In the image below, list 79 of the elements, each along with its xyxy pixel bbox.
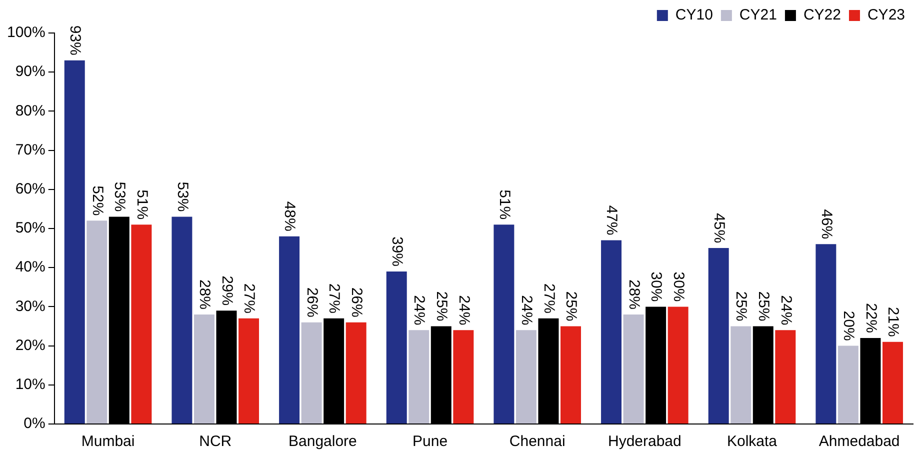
- bar: [668, 306, 688, 424]
- x-tick-label: Chennai: [509, 433, 566, 450]
- bar: [386, 272, 407, 424]
- data-label: 27%: [240, 283, 258, 314]
- y-tick-label: 80%: [15, 102, 46, 120]
- legend-label: CY23: [867, 6, 906, 24]
- x-tick-label: Bangalore: [288, 433, 357, 450]
- data-label: 28%: [625, 280, 642, 310]
- data-label: 51%: [496, 190, 513, 220]
- bar: [279, 236, 300, 424]
- bar: [131, 224, 152, 424]
- data-label: 46%: [818, 209, 835, 240]
- bar: [453, 330, 474, 424]
- bar: [301, 322, 322, 424]
- bar: [816, 244, 836, 424]
- data-label: 48%: [281, 201, 298, 232]
- data-label: 47%: [603, 205, 620, 236]
- x-tick-label: Pune: [412, 433, 448, 450]
- bar: [346, 322, 366, 424]
- data-label: 93%: [66, 25, 84, 56]
- y-tick-label: 60%: [15, 180, 46, 198]
- x-tick-label: Kolkata: [726, 433, 778, 450]
- data-label: 25%: [732, 291, 750, 322]
- bar: [238, 318, 260, 424]
- bar: [708, 248, 729, 424]
- data-label: 24%: [777, 295, 794, 326]
- y-tick-label: 20%: [15, 336, 46, 354]
- bar: [775, 330, 796, 424]
- bar: [494, 224, 514, 424]
- x-tick-label: NCR: [199, 433, 232, 450]
- data-label: 25%: [755, 291, 772, 322]
- data-label: 20%: [840, 310, 858, 341]
- data-label: 28%: [196, 280, 214, 310]
- legend-label: CY21: [739, 6, 777, 24]
- x-tick-label: Mumbai: [81, 433, 135, 450]
- data-label: 24%: [410, 295, 428, 326]
- data-label: 24%: [518, 295, 536, 326]
- data-label: 25%: [433, 291, 450, 322]
- x-tick-label: Hyderabad: [608, 433, 682, 450]
- data-label: 39%: [388, 236, 406, 267]
- bar: [601, 240, 622, 424]
- y-tick-label: 40%: [15, 258, 46, 276]
- data-label: 26%: [303, 287, 320, 318]
- y-tick-label: 0%: [24, 415, 46, 432]
- bar: [194, 314, 214, 424]
- data-label: 45%: [710, 213, 728, 244]
- bar: [64, 60, 85, 424]
- data-label: 24%: [455, 295, 472, 326]
- y-tick-label: 90%: [15, 63, 46, 80]
- bar: [623, 314, 644, 424]
- bar: [516, 330, 536, 424]
- bar: [172, 216, 192, 424]
- y-tick-label: 30%: [15, 298, 46, 315]
- legend-label: CY10: [675, 6, 713, 24]
- bar: [838, 346, 858, 424]
- data-label: 21%: [884, 306, 902, 337]
- data-label: 30%: [670, 272, 687, 302]
- bar: [86, 220, 108, 424]
- bar: [408, 330, 430, 424]
- data-label: 30%: [648, 272, 665, 302]
- bar: [730, 326, 752, 424]
- legend-label: CY22: [803, 6, 841, 24]
- y-tick-label: 50%: [15, 220, 46, 237]
- data-label: 53%: [111, 182, 128, 212]
- y-tick-label: 10%: [15, 376, 46, 394]
- data-label: 53%: [174, 182, 191, 212]
- y-tick-label: 70%: [15, 141, 46, 158]
- bar: [882, 342, 903, 424]
- data-label: 25%: [562, 291, 580, 322]
- y-tick-label: 100%: [6, 24, 46, 42]
- data-label: 51%: [133, 190, 150, 220]
- data-label: 52%: [88, 186, 106, 216]
- data-label: 27%: [326, 283, 343, 314]
- x-tick-label: Ahmedabad: [818, 433, 900, 450]
- data-label: 29%: [218, 276, 236, 306]
- bar: [560, 326, 581, 424]
- data-label: 22%: [862, 302, 880, 333]
- data-label: 27%: [540, 283, 558, 314]
- data-label: 26%: [348, 287, 365, 318]
